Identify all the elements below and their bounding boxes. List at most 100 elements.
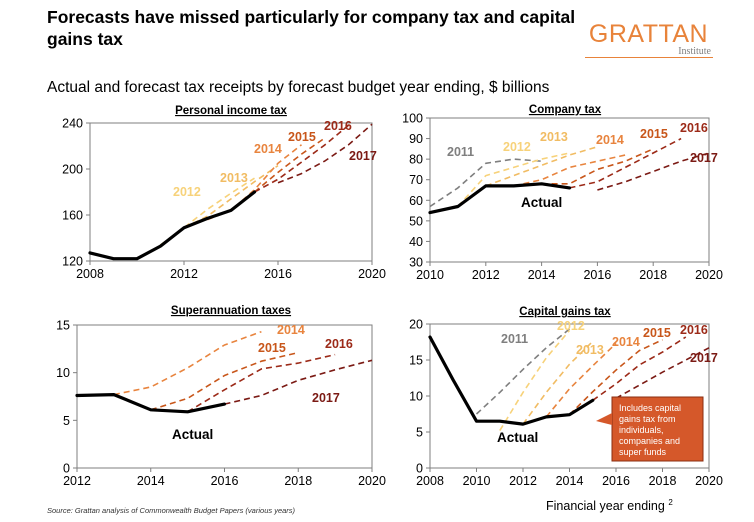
series-label-2017: 2017 (349, 149, 377, 163)
x-tick-label: 2012 (472, 268, 500, 282)
actual-label: Actual (497, 430, 538, 445)
callout-text-line: gains tax from (619, 414, 676, 424)
x-tick-label: 2018 (284, 474, 312, 488)
series-2011-forecast-line (475, 328, 571, 415)
series-2012-forecast-line (499, 329, 571, 432)
series-2011-forecast-line (429, 158, 542, 208)
y-tick-label: 5 (63, 414, 70, 428)
series-label-2015: 2015 (258, 341, 286, 355)
series-2017-forecast-line (277, 123, 373, 184)
callout-box (611, 396, 704, 462)
y-tick-label: 100 (402, 112, 423, 126)
y-tick-label: 0 (63, 462, 70, 476)
series-label-2013: 2013 (576, 343, 604, 357)
panel-title: Company tax (529, 104, 602, 116)
xaxis-note: Financial year ending (546, 499, 665, 514)
series-label-2017: 2017 (690, 351, 718, 365)
source-note: Source: Grattan analysis of Commonwealth… (47, 506, 296, 515)
y-tick-label: 90 (409, 132, 423, 146)
logo-sub: Institute (678, 46, 711, 57)
x-tick-label: 2018 (649, 474, 677, 488)
series-2015-forecast-line (150, 351, 299, 411)
series-label-2015: 2015 (640, 127, 668, 141)
x-tick-label: 2008 (76, 267, 104, 281)
series-label-2016: 2016 (325, 337, 353, 351)
logo-name: GRATTAN (588, 20, 709, 48)
series-actual-line (88, 190, 257, 261)
series-label-2015: 2015 (288, 130, 316, 144)
callout-text-line: super funds (619, 447, 667, 457)
x-tick-label: 2012 (509, 474, 537, 488)
series-actual-line (428, 182, 572, 215)
y-tick-label: 120 (62, 255, 83, 269)
y-tick-label: 200 (62, 163, 83, 177)
series-label-2017: 2017 (690, 151, 718, 165)
callout-text-line: individuals, (619, 425, 664, 435)
series-label-2012: 2012 (173, 185, 201, 199)
actual-label: Actual (521, 195, 562, 210)
x-tick-label: 2016 (583, 268, 611, 282)
series-actual-line (428, 335, 595, 426)
x-tick-label: 2014 (528, 268, 556, 282)
series-2014-forecast-line (545, 342, 617, 418)
series-2015-forecast-line (541, 148, 654, 185)
x-tick-label: 2014 (137, 474, 165, 488)
series-label-2017: 2017 (312, 391, 340, 405)
plot-frame (89, 122, 373, 262)
series-2014-forecast-line (113, 330, 262, 396)
callout-pointer (596, 413, 612, 425)
y-tick-label: 240 (62, 117, 83, 131)
series-label-2014: 2014 (277, 323, 305, 337)
x-tick-label: 2016 (264, 267, 292, 281)
financial-year-label: Financial year ending 2 (546, 498, 673, 513)
y-tick-label: 15 (56, 319, 70, 333)
chart-panel-2: Company tax 30 40 50 60 70 80 90 100 2010 2012 2014… (402, 104, 723, 282)
series-2016-forecast-line (569, 137, 682, 189)
series-label-2016: 2016 (680, 121, 708, 135)
x-tick-label: 2016 (211, 474, 239, 488)
series-2015-forecast-line (568, 339, 663, 416)
x-tick-label: 2016 (602, 474, 630, 488)
chart-subtitle: Actual and forecast tax receipts by fore… (47, 79, 550, 96)
series-2014-forecast-line (207, 144, 302, 221)
chart-panel-1: Personal income tax 120 160 200 240 2008 2012 2… (62, 105, 386, 281)
actual-label: Actual (172, 427, 213, 442)
y-tick-label: 5 (416, 426, 423, 440)
x-tick-label: 2010 (416, 268, 444, 282)
series-2015-forecast-line (230, 137, 326, 212)
series-label-2014: 2014 (596, 133, 624, 147)
series-label-2015: 2015 (643, 326, 671, 340)
y-tick-label: 70 (409, 173, 423, 187)
grattan-logo: GRATTAN Institute (586, 22, 711, 57)
y-tick-label: 10 (56, 366, 70, 380)
chart-title: Forecasts have missed particularly for c… (47, 7, 576, 49)
series-label-2013: 2013 (220, 171, 248, 185)
series-label-2016: 2016 (324, 119, 352, 133)
series-label-2016: 2016 (680, 323, 708, 337)
series-2012-forecast-line (457, 152, 570, 208)
y-tick-label: 60 (409, 194, 423, 208)
series-actual-line (75, 393, 227, 414)
panel-title: Superannuation taxes (171, 305, 291, 317)
x-tick-label: 2020 (358, 267, 386, 281)
series-2017-forecast-line (615, 347, 710, 399)
plot-frame (429, 117, 710, 263)
series-label-2014: 2014 (612, 335, 640, 349)
series-label-2011: 2011 (447, 145, 474, 159)
y-tick-label: 0 (416, 462, 423, 476)
x-tick-label: 2020 (695, 268, 723, 282)
chart-panel-4: Capital gains tax 0 5 10 15 20 2008 2010 2012 201… (409, 306, 723, 488)
y-tick-label: 20 (409, 318, 423, 332)
series-label-2014: 2014 (254, 142, 282, 156)
callout-text: Includes capital gains tax from individual… (619, 403, 681, 457)
callout-text-line: Includes capital (619, 403, 681, 413)
series-label-2013: 2013 (540, 130, 568, 144)
y-tick-label: 10 (409, 390, 423, 404)
y-tick-label: 80 (409, 153, 423, 167)
series-label-2011: 2011 (501, 332, 528, 346)
series-2013-forecast-line (183, 164, 279, 229)
x-tick-label: 2014 (556, 474, 584, 488)
header-rule (585, 57, 713, 58)
x-tick-label: 2008 (416, 474, 444, 488)
